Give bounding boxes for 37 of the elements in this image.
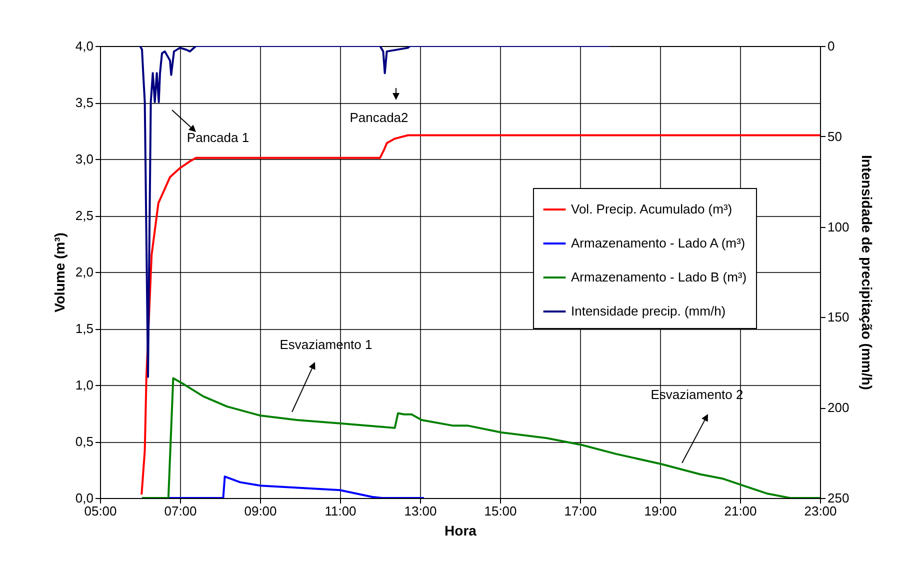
x-tick-label: 17:00 bbox=[564, 504, 597, 518]
annotation: Pancada2 bbox=[350, 110, 408, 125]
y-tick-label: 4,0 bbox=[75, 38, 94, 54]
y2-tick-label: 100 bbox=[828, 219, 850, 234]
x-tick-label: 21:00 bbox=[724, 504, 757, 518]
x-tick-label: 05:00 bbox=[84, 504, 117, 518]
line-series bbox=[167, 476, 425, 498]
y2-tick-label: 150 bbox=[828, 310, 850, 325]
y2-tick-label: 200 bbox=[828, 400, 850, 416]
x-tick-label: 09:00 bbox=[244, 504, 277, 518]
x-tick-label: 15:00 bbox=[484, 504, 517, 518]
y-axis-title: Volume (m³) bbox=[51, 232, 68, 312]
legend-label: Armazenamento - Lado B (m³) bbox=[571, 270, 747, 284]
legend-label: Vol. Precip. Acumulado (m³) bbox=[571, 202, 732, 216]
y2-tick-label: 0 bbox=[828, 38, 835, 54]
y-tick-label: 3,5 bbox=[75, 95, 94, 110]
legend-label: Intensidade precip. (mm/h) bbox=[571, 304, 726, 318]
y2-axis-title: Intensidade de precipitação (mm/h) bbox=[859, 155, 876, 390]
x-tick-label: 19:00 bbox=[644, 504, 677, 518]
line-series bbox=[140, 134, 820, 496]
y-tick-label: 3,0 bbox=[75, 152, 94, 166]
y-tick-label: 0,5 bbox=[75, 434, 94, 449]
y-tick-label: 1,5 bbox=[75, 321, 94, 336]
x-tick-label: 07:00 bbox=[164, 504, 197, 518]
y-tick-label: 0,0 bbox=[75, 490, 94, 506]
y-tick-label: 2,0 bbox=[75, 264, 94, 280]
x-axis-title: Hora bbox=[444, 522, 477, 538]
x-tick-label: 23:00 bbox=[804, 504, 837, 518]
x-tick-label: 11:00 bbox=[324, 504, 356, 518]
x-tick-label: 13:00 bbox=[404, 504, 437, 518]
line-series bbox=[141, 377, 820, 498]
y-tick-label: 1,0 bbox=[75, 378, 94, 392]
y2-tick-label: 250 bbox=[828, 490, 850, 506]
annotation: Pancada 1 bbox=[186, 130, 250, 145]
y2-tick-label: 50 bbox=[828, 128, 842, 144]
legend-label: Armazenamento - Lado A (m³) bbox=[571, 236, 746, 250]
y-tick-label: 2,5 bbox=[75, 208, 94, 223]
